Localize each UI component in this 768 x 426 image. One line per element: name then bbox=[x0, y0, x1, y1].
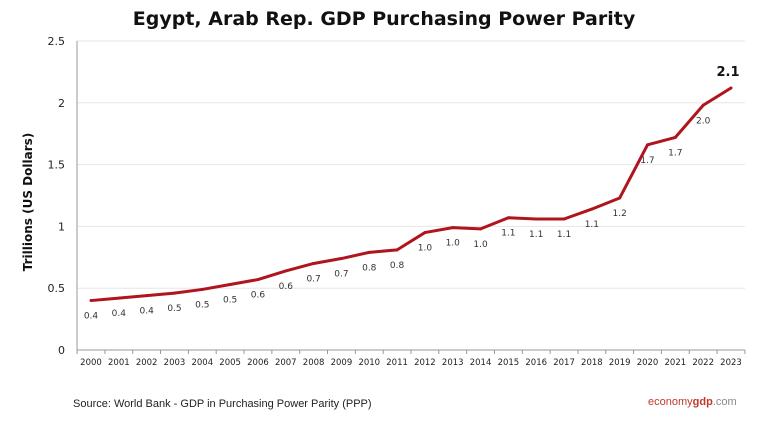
data-point bbox=[423, 231, 427, 235]
data-label: 1.7 bbox=[668, 148, 682, 158]
data-label: 1.7 bbox=[640, 156, 654, 166]
x-tick-label: 2005 bbox=[219, 358, 241, 368]
data-point bbox=[534, 217, 538, 221]
data-label: 0.8 bbox=[390, 261, 405, 271]
data-point bbox=[395, 248, 399, 252]
x-tick-label: 2022 bbox=[692, 358, 714, 368]
logo-part: gdp bbox=[692, 396, 713, 408]
x-tick-label: 2007 bbox=[275, 358, 297, 368]
data-label: 1.1 bbox=[501, 229, 515, 239]
x-tick-label: 2003 bbox=[164, 358, 186, 368]
data-point bbox=[590, 207, 594, 211]
data-point bbox=[89, 299, 93, 303]
x-tick-label: 2004 bbox=[191, 358, 213, 368]
data-point bbox=[339, 257, 343, 261]
data-label: 1.0 bbox=[446, 239, 461, 249]
y-tick-label: 2.5 bbox=[48, 35, 66, 48]
data-label: 1.1 bbox=[529, 230, 543, 240]
data-point bbox=[506, 216, 510, 220]
data-point bbox=[367, 250, 371, 254]
data-label: 0.7 bbox=[306, 274, 320, 284]
logo: economygdp.com bbox=[648, 396, 737, 408]
data-point bbox=[117, 296, 121, 300]
x-tick-label: 2014 bbox=[470, 358, 492, 368]
chart-title: Egypt, Arab Rep. GDP Purchasing Power Pa… bbox=[132, 8, 636, 30]
logo-part: .com bbox=[712, 396, 737, 408]
data-label: 0.7 bbox=[334, 270, 348, 280]
x-tick-label: 2013 bbox=[442, 358, 464, 368]
x-tick-label: 2008 bbox=[303, 358, 325, 368]
x-tick-label: 2019 bbox=[609, 358, 631, 368]
data-label: 2.0 bbox=[696, 116, 711, 126]
data-point bbox=[646, 143, 650, 147]
y-tick-label: 2 bbox=[58, 97, 65, 110]
series-line bbox=[90, 86, 732, 303]
data-label: 1.2 bbox=[613, 209, 627, 219]
y-tick-label: 1 bbox=[58, 220, 65, 233]
data-point bbox=[312, 261, 316, 265]
data-label: 0.5 bbox=[223, 295, 237, 305]
data-label: 0.8 bbox=[362, 263, 377, 273]
data-point bbox=[228, 282, 232, 286]
x-tick-label: 2017 bbox=[553, 358, 575, 368]
data-point bbox=[145, 294, 149, 298]
x-tick-label: 2010 bbox=[358, 358, 380, 368]
x-tick-label: 2018 bbox=[581, 358, 603, 368]
data-point bbox=[284, 269, 288, 273]
x-tick-label: 2015 bbox=[498, 358, 520, 368]
x-tick-label: 2000 bbox=[80, 358, 102, 368]
data-label: 0.5 bbox=[195, 300, 209, 310]
y-tick-label: 0 bbox=[58, 344, 65, 357]
data-point bbox=[562, 217, 566, 221]
data-point bbox=[172, 291, 176, 295]
data-point bbox=[729, 86, 733, 90]
data-label: 1.1 bbox=[585, 220, 599, 230]
data-label: 1.0 bbox=[473, 240, 488, 250]
x-tick-label: 2006 bbox=[247, 358, 269, 368]
x-tick-label: 2021 bbox=[665, 358, 687, 368]
x-tick-label: 2016 bbox=[525, 358, 547, 368]
data-label: 1.0 bbox=[418, 244, 433, 254]
x-tick-label: 2011 bbox=[386, 358, 408, 368]
data-label: 1.1 bbox=[557, 230, 571, 240]
data-point bbox=[451, 226, 455, 230]
data-label: 0.6 bbox=[251, 291, 266, 301]
x-tick-label: 2001 bbox=[108, 358, 130, 368]
x-tick-label: 2012 bbox=[414, 358, 436, 368]
x-tick-label: 2023 bbox=[720, 358, 742, 368]
x-tick-label: 2020 bbox=[637, 358, 659, 368]
y-tick-label: 0.5 bbox=[48, 282, 66, 295]
x-tick-label: 2002 bbox=[136, 358, 158, 368]
y-tick-label: 1.5 bbox=[48, 159, 66, 172]
data-point bbox=[618, 196, 622, 200]
data-point bbox=[701, 103, 705, 107]
data-point bbox=[479, 227, 483, 231]
data-point bbox=[200, 287, 204, 291]
x-tick-label: 2009 bbox=[331, 358, 353, 368]
data-label: 2.1 bbox=[716, 65, 739, 80]
data-point bbox=[256, 278, 260, 282]
data-label: 0.4 bbox=[112, 309, 127, 319]
data-point bbox=[673, 135, 677, 139]
data-label: 0.4 bbox=[139, 307, 154, 317]
data-label: 0.5 bbox=[167, 304, 181, 314]
source-note: Source: World Bank - GDP in Purchasing P… bbox=[73, 398, 372, 410]
logo-part: economy bbox=[648, 396, 693, 408]
data-label: 0.4 bbox=[84, 312, 99, 322]
data-label: 0.6 bbox=[279, 282, 294, 292]
